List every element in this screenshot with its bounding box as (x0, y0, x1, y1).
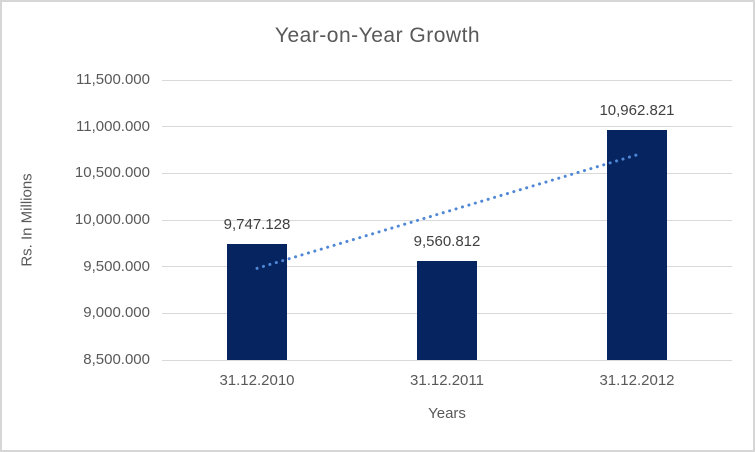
trendline (255, 153, 639, 270)
x-tick-label: 31.12.2012 (599, 372, 675, 389)
y-tick-label: 9,000.000 (83, 304, 150, 322)
gridline (162, 126, 732, 128)
x-tick-label: 31.12.2010 (219, 372, 295, 389)
bar-31.12.2011 (417, 260, 477, 360)
y-tick-label: 8,500.000 (83, 351, 150, 368)
gridline (162, 219, 732, 221)
y-tick-label: 11,000.000 (76, 117, 150, 135)
chart-title: Year-on-Year Growth (274, 24, 481, 47)
data-label: 10,962.821 (599, 102, 675, 120)
x-tick-label: 31.12.2011 (410, 372, 484, 389)
bar-31.12.2012 (607, 130, 667, 360)
data-label: 9,560.812 (413, 232, 481, 250)
gridline (162, 79, 732, 81)
data-label: 9,747.128 (223, 215, 291, 233)
y-tick-label: 9,500.000 (83, 257, 150, 275)
gridline (162, 172, 732, 174)
y-tick-label: 11,500.000 (76, 71, 150, 88)
y-tick-label: 10,500.000 (74, 164, 150, 182)
plot-area: 9,747.128 9,560.812 10,962.821 (162, 79, 732, 361)
y-tick-label: 10,000.000 (74, 211, 150, 228)
x-axis-title: Years (428, 405, 466, 422)
